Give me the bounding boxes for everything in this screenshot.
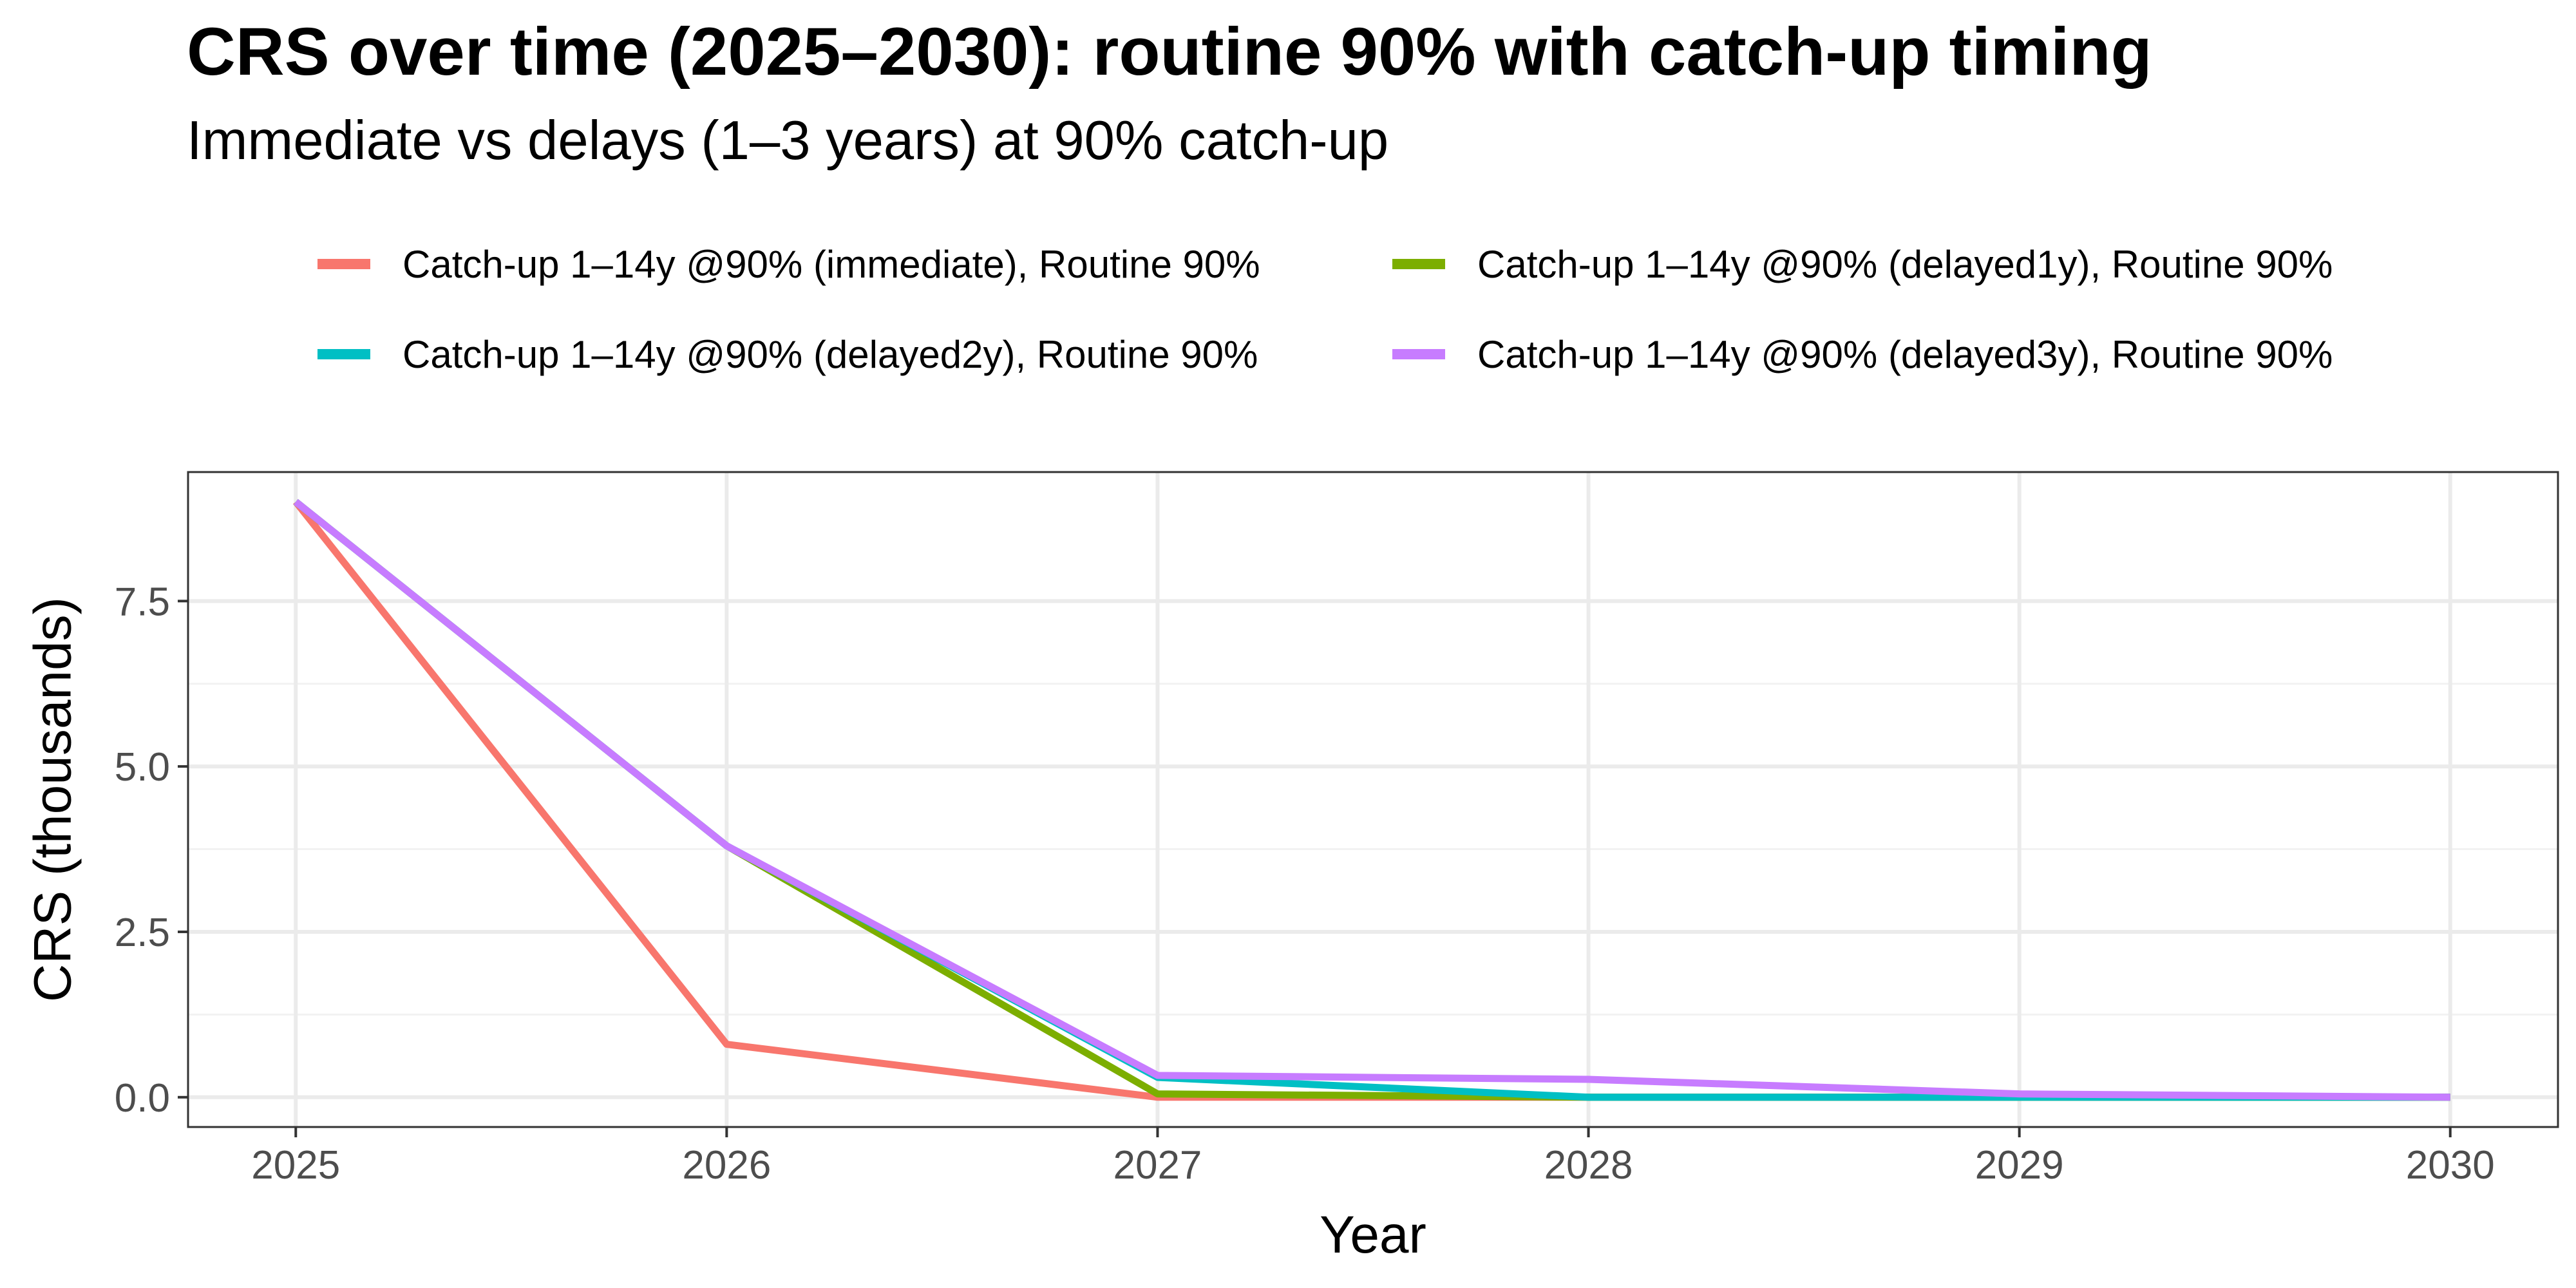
x-tick-label: 2029 bbox=[1975, 1143, 2064, 1188]
legend-label-1: Catch-up 1–14y @90% (immediate), Routine… bbox=[402, 243, 1260, 286]
legend-label-4: Catch-up 1–14y @90% (delayed3y), Routine… bbox=[1477, 333, 2333, 376]
x-tick-label: 2026 bbox=[682, 1143, 771, 1188]
y-tick-label: 0.0 bbox=[115, 1076, 170, 1121]
series-line-4 bbox=[293, 498, 2450, 1101]
legend-label-2: Catch-up 1–14y @90% (delayed1y), Routine… bbox=[1477, 243, 2333, 286]
y-tick-label: 2.5 bbox=[115, 911, 170, 955]
chart-subtitle: Immediate vs delays (1–3 years) at 90% c… bbox=[187, 110, 1389, 171]
y-axis-title: CRS (thousands) bbox=[24, 597, 82, 1002]
legend: Catch-up 1–14y @90% (immediate), Routine… bbox=[317, 243, 2333, 376]
panel-border bbox=[187, 471, 2559, 1128]
series-line-3 bbox=[293, 498, 2450, 1101]
series-line-2 bbox=[293, 498, 2450, 1101]
legend-label-3: Catch-up 1–14y @90% (delayed2y), Routine… bbox=[402, 333, 1258, 376]
series-lines bbox=[292, 498, 2450, 1101]
axes: 0.0 2.5 5.0 7.5 2025 2026 2027 2028 2029 2030 bbox=[115, 580, 2495, 1188]
x-tick-label: 2030 bbox=[2406, 1143, 2495, 1188]
chart-title: CRS over time (2025–2030): routine 90% w… bbox=[187, 14, 2152, 90]
grid bbox=[188, 472, 2558, 1127]
y-tick-label: 5.0 bbox=[115, 745, 170, 790]
series-line-1 bbox=[292, 499, 2450, 1101]
x-tick-label: 2025 bbox=[251, 1143, 340, 1188]
x-axis-title: Year bbox=[1320, 1206, 1426, 1264]
y-tick-label: 7.5 bbox=[115, 580, 170, 624]
x-tick-label: 2027 bbox=[1113, 1143, 1202, 1188]
x-tick-label: 2028 bbox=[1544, 1143, 1633, 1188]
